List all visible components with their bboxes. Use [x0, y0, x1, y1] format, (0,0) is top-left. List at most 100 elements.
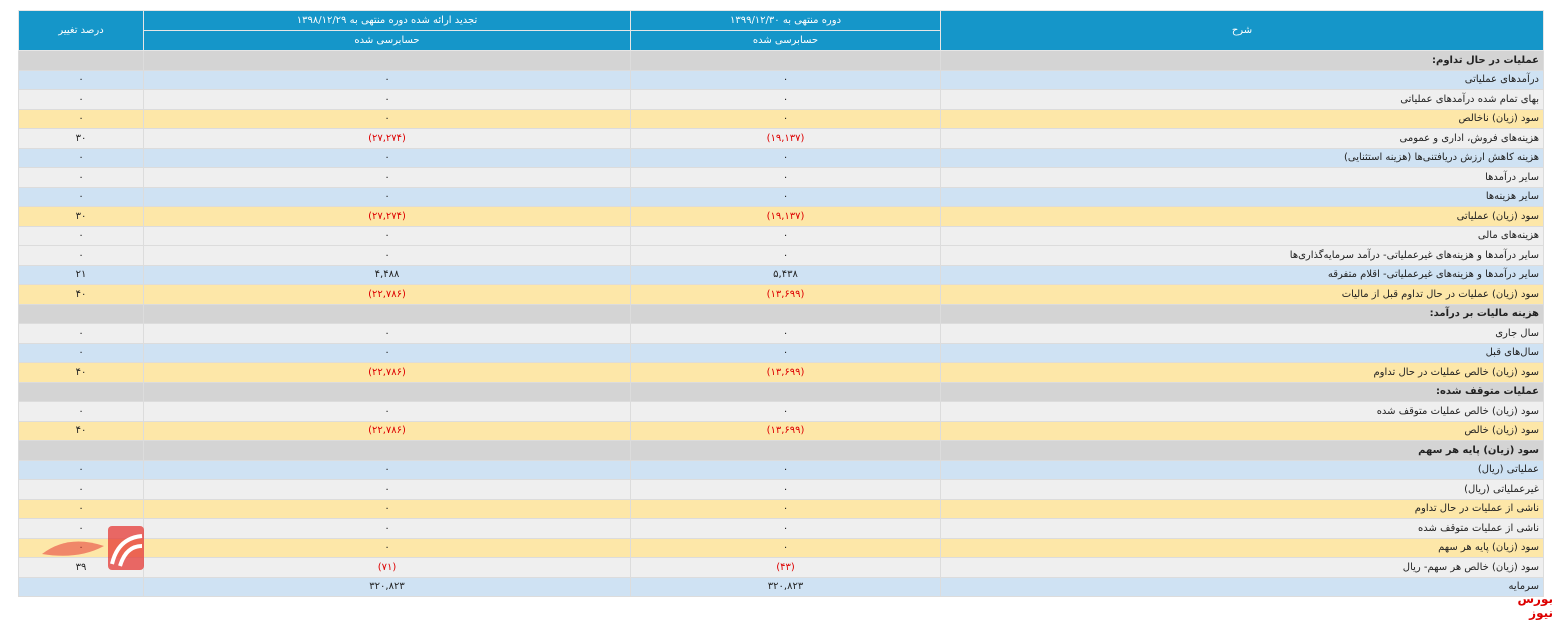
row-label: سود (زیان) خالص هر سهم- ریال [940, 557, 1544, 578]
row-label: ناشی از عملیات در حال تداوم [940, 498, 1544, 519]
cell-value: (۷۱) [143, 557, 631, 578]
cell-value: ۰ [143, 186, 631, 207]
section-title: سود (زیان) پایه هر سهم [940, 440, 1544, 461]
income-table: شرح دوره منتهی به ۱۳۹۹/۱۲/۳۰ تجدید ارائه… [18, 10, 1544, 597]
row: درآمدهای عملیاتی ۰ ۰ ۰ [18, 69, 1544, 90]
row-label: هزینه‌های فروش، اداری و عمومی [940, 128, 1544, 149]
cell-value: ۰ [143, 245, 631, 266]
cell-value: ۴۰ [18, 420, 144, 441]
empty-cell [143, 303, 631, 324]
header-period-current: دوره منتهی به ۱۳۹۹/۱۲/۳۰ [630, 10, 941, 31]
row: سایر هزینه‌ها ۰ ۰ ۰ [18, 186, 1544, 207]
cell-value: ۰ [18, 167, 144, 188]
cell-value: ۰ [630, 245, 941, 266]
cell-value: (۱۹,۱۳۷) [630, 206, 941, 227]
cell-value: ۰ [18, 498, 144, 519]
header-period-previous: تجدید ارائه شده دوره منتهی به ۱۳۹۸/۱۲/۲۹ [143, 10, 631, 31]
row: سال جاری ۰ ۰ ۰ [18, 323, 1544, 344]
empty-cell [18, 50, 144, 71]
cell-value: ۰ [630, 459, 941, 480]
cell-value: (۲۲,۷۸۶) [143, 284, 631, 305]
cell-value: ۰ [630, 342, 941, 363]
cell-value: ۴,۴۸۸ [143, 264, 631, 285]
cell-value: (۱۳,۶۹۹) [630, 284, 941, 305]
cell-value: ۰ [630, 518, 941, 539]
cell-value: ۰ [143, 537, 631, 558]
row-label: بهای تمام شده درآمدهای عملیاتی [940, 89, 1544, 110]
cell-value: (۲۲,۷۸۶) [143, 362, 631, 383]
empty-cell [630, 303, 941, 324]
cell-value: (۲۷,۲۷۴) [143, 128, 631, 149]
row: ناشی از عملیات در حال تداوم ۰ ۰ ۰ [18, 498, 1544, 519]
cell-value: (۱۹,۱۳۷) [630, 128, 941, 149]
row-label: هزینه کاهش ارزش دریافتنی‌ها (هزینه استثن… [940, 147, 1544, 168]
row: سایر درآمدها ۰ ۰ ۰ [18, 167, 1544, 188]
row: بهای تمام شده درآمدهای عملیاتی ۰ ۰ ۰ [18, 89, 1544, 110]
empty-cell [143, 440, 631, 461]
cell-value: ۰ [143, 479, 631, 500]
cell-value: ۰ [143, 342, 631, 363]
cell-value: ۰ [630, 498, 941, 519]
row: هزینه‌های مالی ۰ ۰ ۰ [18, 225, 1544, 246]
row: سود (زیان) ناخالص ۰ ۰ ۰ [18, 108, 1544, 129]
cell-value: ۰ [630, 89, 941, 110]
cell-value: ۰ [18, 323, 144, 344]
cell-value: ۰ [143, 147, 631, 168]
section-title: عملیات متوقف شده: [940, 381, 1544, 402]
row: هزینه‌های فروش، اداری و عمومی (۱۹,۱۳۷) (۲۷… [18, 128, 1544, 149]
cell-value: ۰ [143, 518, 631, 539]
cell-value: ۰ [18, 225, 144, 246]
cell-value: (۱۳,۶۹۹) [630, 420, 941, 441]
cell-value: (۱۳,۶۹۹) [630, 362, 941, 383]
watermark: بورس نیوز [1517, 592, 1553, 620]
cell-value: (۲۲,۷۸۶) [143, 420, 631, 441]
cell-value: ۰ [630, 108, 941, 129]
cell-value: ۴۰ [18, 362, 144, 383]
row: سود (زیان) خالص عملیات در حال تداوم (۱۳,۶… [18, 362, 1544, 383]
cell-value: ۰ [143, 459, 631, 480]
row-label: درآمدهای عملیاتی [940, 69, 1544, 90]
empty-cell [18, 381, 144, 402]
cell-value: ۰ [143, 167, 631, 188]
row: سایر درآمدها و هزینه‌های غیرعملیاتی- اقل… [18, 264, 1544, 285]
row-label: سال جاری [940, 323, 1544, 344]
cell-value: ۰ [143, 401, 631, 422]
row: سود (زیان) پایه هر سهم۰۰۰ [18, 537, 1544, 558]
cell-value: ۰ [18, 342, 144, 363]
cell-value: ۰ [630, 167, 941, 188]
header-description: شرح [940, 10, 1544, 51]
cell-value: ۴۰ [18, 284, 144, 305]
cell-value: ۰ [18, 89, 144, 110]
row: هزینه کاهش ارزش دریافتنی‌ها (هزینه استثن… [18, 147, 1544, 168]
row-label: سایر درآمدها [940, 167, 1544, 188]
table-body: عملیات در حال تداوم: درآمدهای عملیاتی ۰ ۰ ۰ ب… [18, 50, 1544, 597]
row: سرمایه ۳۲۰,۸۲۳ ۳۲۰,۸۲۳ [18, 576, 1544, 597]
cell-value: ۰ [143, 89, 631, 110]
row-label: سود (زیان) خالص عملیات در حال تداوم [940, 362, 1544, 383]
cell-value: ۰ [630, 147, 941, 168]
cell-value: (۲۷,۲۷۴) [143, 206, 631, 227]
row: سود (زیان) خالص (۱۳,۶۹۹) (۲۲,۷۸۶) ۴۰ [18, 420, 1544, 441]
cell-value: ۰ [143, 69, 631, 90]
table-container: شرح دوره منتهی به ۱۳۹۹/۱۲/۳۰ تجدید ارائه… [18, 10, 1544, 597]
row-label: سود (زیان) پایه هر سهم [940, 537, 1544, 558]
cell-value: ۰ [630, 323, 941, 344]
row-label: سرمایه [940, 576, 1544, 597]
empty-cell [630, 381, 941, 402]
cell-value: ۰ [143, 323, 631, 344]
row-label: ناشی از عملیات متوقف شده [940, 518, 1544, 539]
row-label: غیرعملیاتی (ریال) [940, 479, 1544, 500]
cell-value: ۰ [18, 108, 144, 129]
cell-value: ۰ [630, 401, 941, 422]
cell-value: ۳۰ [18, 128, 144, 149]
empty-cell [630, 50, 941, 71]
cell-value: ۰ [630, 479, 941, 500]
cell-value: ۰ [143, 225, 631, 246]
cell-value: ۳۲۰,۸۲۳ [143, 576, 631, 597]
empty-cell [18, 440, 144, 461]
row: سود (زیان) خالص هر سهم- ریال (۴۳) (۷۱) ۳۹ [18, 557, 1544, 578]
cell-value: ۰ [18, 479, 144, 500]
cell-value: ۰ [18, 245, 144, 266]
cell-value: ۵,۴۳۸ [630, 264, 941, 285]
row: عملیات متوقف شده: [18, 381, 1544, 402]
